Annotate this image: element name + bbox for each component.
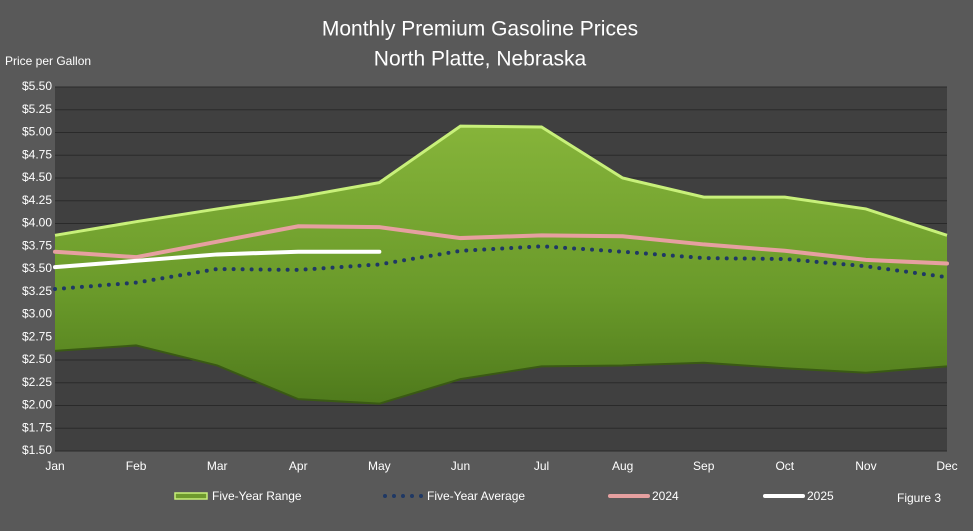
y-tick-label: $3.75 [22,238,52,252]
x-tick-label: Jan [45,459,64,473]
y-tick-label: $2.00 [22,398,52,412]
range-high-edge [54,124,948,237]
y-axis-label: Price per Gallon [5,54,91,68]
x-tick-label: Feb [126,459,147,473]
legend-label: Five-Year Average [427,489,525,503]
legend-label: Five-Year Range [212,489,302,503]
x-tick-label: Dec [936,459,957,473]
x-tick-label: Oct [775,459,794,473]
chart-subtitle: North Platte, Nebraska [374,48,587,71]
y-tick-label: $1.75 [22,420,52,434]
x-tick-label: Jul [534,459,549,473]
x-tick-label: Nov [855,459,876,473]
y-tick-label: $1.50 [22,443,52,457]
series-line [53,244,949,292]
series-line [53,249,382,270]
y-tick-label: $3.00 [22,307,52,321]
range-low-edge [54,344,948,405]
y-tick-label: $3.25 [22,284,52,298]
legend-swatch [174,492,208,500]
y-tick-label: $5.00 [22,125,52,139]
chart-title: Monthly Premium Gasoline Prices [322,18,638,41]
range-area [55,126,947,404]
y-tick-label: $4.75 [22,147,52,161]
annotation: Figure 3 [897,491,941,505]
y-tick-label: $4.25 [22,193,52,207]
y-tick-label: $3.50 [22,261,52,275]
y-tick-label: $5.50 [22,79,52,93]
x-tick-label: Apr [289,459,308,473]
legend-label: 2025 [807,489,834,503]
series-line [53,224,949,266]
y-tick-label: $5.25 [22,102,52,116]
x-tick-label: Jun [451,459,470,473]
y-tick-label: $4.50 [22,170,52,184]
y-tick-label: $2.25 [22,375,52,389]
x-tick-label: May [368,459,391,473]
y-tick-label: $2.50 [22,352,52,366]
x-tick-label: Aug [612,459,633,473]
y-tick-label: $4.00 [22,216,52,230]
legend-label: 2024 [652,489,679,503]
x-tick-label: Mar [207,459,228,473]
y-tick-label: $2.75 [22,329,52,343]
x-tick-label: Sep [693,459,715,473]
